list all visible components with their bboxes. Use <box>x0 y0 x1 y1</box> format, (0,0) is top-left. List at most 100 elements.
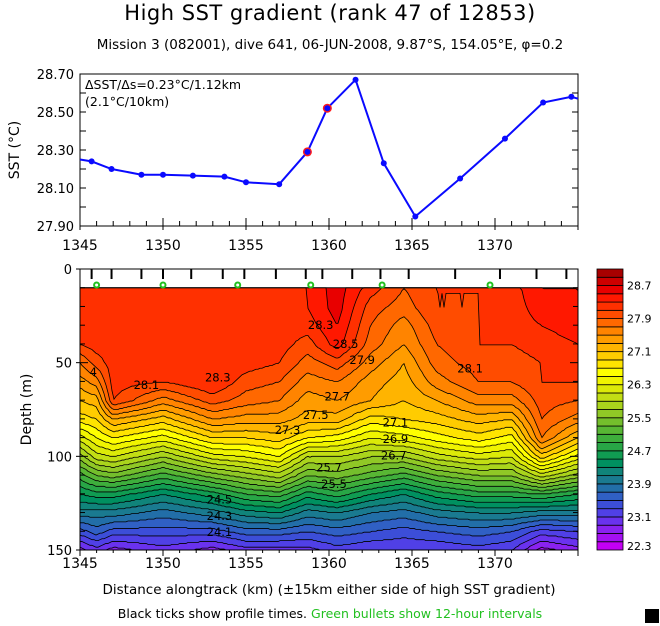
isotherm-line <box>79 466 579 488</box>
colorbar-bin <box>596 417 624 427</box>
y-tick-label: 28.10 <box>37 182 74 197</box>
isotherm-line <box>80 501 578 519</box>
isotherm-line <box>79 528 579 546</box>
y-tick-label: 27.90 <box>37 220 74 235</box>
x-tick-label: 1350 <box>145 556 181 572</box>
footer-black-text: Black ticks show profile times. <box>117 606 308 621</box>
isotherm-line <box>79 362 579 450</box>
isotherm-line <box>79 440 579 474</box>
isotherm-line <box>80 400 578 454</box>
y-tick-label: 50 <box>55 357 72 372</box>
colorbar-bin <box>596 508 624 518</box>
chart-title: High SST gradient (rank 47 of 12853) <box>124 1 536 25</box>
isotherm-line <box>79 459 578 485</box>
contour-label: 25.5 <box>321 477 347 491</box>
isotherm-line <box>79 524 578 537</box>
colorbar-bin <box>596 466 624 477</box>
contour-label: 26.7 <box>381 448 407 462</box>
contour-label: 27.1 <box>383 416 409 430</box>
sst-point <box>540 99 547 106</box>
x-tick-label: 1370 <box>477 238 513 254</box>
colorbar-bin <box>596 276 624 286</box>
x-tick-label: 1370 <box>477 556 513 572</box>
footer-note: Black ticks show profile times. Green bu… <box>0 606 660 621</box>
colorbar-bin <box>596 516 624 526</box>
sst-point <box>352 76 359 83</box>
colorbar-bin <box>596 376 624 386</box>
twelve-hour-bullet <box>378 281 386 289</box>
x-tick-label: 1360 <box>311 556 347 572</box>
x-tick-label: 1350 <box>145 238 181 254</box>
isotherm-line <box>79 344 578 444</box>
sst-point <box>457 175 464 182</box>
colorbar-bin <box>596 367 624 377</box>
contour-label: 28.3 <box>205 371 231 385</box>
contour-label: 27.9 <box>349 353 375 367</box>
colorbar-bin <box>596 285 624 295</box>
isotherm-line <box>79 471 578 493</box>
contour-label: 24.5 <box>207 492 233 506</box>
sst-point <box>138 171 145 178</box>
x-tick-label: 1345 <box>62 556 98 572</box>
colorbar-label: 28.7 <box>627 280 652 293</box>
isotherm-line <box>79 288 579 420</box>
isotherm-line <box>79 412 579 459</box>
isotherm-line <box>80 488 578 509</box>
isotherm-line <box>80 287 578 401</box>
sst-point <box>88 158 95 165</box>
y-axis-label: Depth (m) <box>19 374 35 446</box>
sst-point <box>221 173 228 180</box>
colorbar-bin <box>596 342 624 353</box>
y-tick-label: 28.30 <box>37 144 74 159</box>
isotherm-line <box>80 422 579 463</box>
gradient-annotation: ΔSST/Δs=0.23°C/1.12km <box>85 77 241 92</box>
contour-label: 28.3 <box>308 318 334 332</box>
y-tick-label: 150 <box>47 544 72 559</box>
x-tick-label: 1365 <box>394 556 430 572</box>
twelve-hour-bullet <box>234 281 242 289</box>
colorbar-bin <box>596 541 624 551</box>
twelve-hour-bullet <box>307 281 315 289</box>
isotherm-line <box>79 446 579 478</box>
isotherm-line <box>80 494 578 513</box>
colorbar-label: 23.9 <box>627 478 652 491</box>
contour-label: 27.3 <box>275 423 301 437</box>
x-tick-label: 1355 <box>228 238 264 254</box>
temperature-band <box>80 535 578 550</box>
colorbar-bin <box>596 318 624 328</box>
x-tick-label: 1355 <box>228 556 264 572</box>
colorbar-bin <box>596 433 624 443</box>
colorbar-bin <box>596 301 624 311</box>
colorbar-bin <box>596 483 624 493</box>
sst-point <box>304 148 311 155</box>
colorbar-label: 24.7 <box>627 445 652 458</box>
colorbar-bin <box>596 351 624 361</box>
colorbar-bin <box>596 425 624 435</box>
sst-point <box>243 179 249 186</box>
isotherm-line <box>79 453 579 482</box>
sst-line-chart: 27.90 28.10 28.30 28.50 28.70 1345 1350 1355 136… <box>7 68 579 254</box>
colorbar-bin <box>596 392 624 402</box>
isotherm-line <box>80 509 578 525</box>
colorbar-bin <box>596 491 624 501</box>
contour-label: 28.1 <box>457 361 483 375</box>
colorbar-label: 22.3 <box>627 540 652 553</box>
colorbar-bin <box>596 359 624 369</box>
y-tick-label: 0 <box>64 263 72 278</box>
isotherm-line <box>79 483 579 503</box>
isotherm-line <box>79 434 579 470</box>
contour-label: 26.9 <box>383 432 409 446</box>
y-tick-label: 28.50 <box>37 106 74 121</box>
colorbar-bin <box>596 458 624 468</box>
contour-label: 27.7 <box>324 389 350 403</box>
colorbar-label: 26.3 <box>627 379 652 392</box>
contour-label: 28.5 <box>333 337 359 351</box>
contour-label: 4 <box>90 365 97 379</box>
colorbar-bin <box>596 334 624 344</box>
contour-label: 24.1 <box>207 525 233 539</box>
contour-label: 28.1 <box>134 378 160 392</box>
colorbar-bin <box>596 533 624 543</box>
twelve-hour-bullet <box>159 281 167 289</box>
sst-point <box>380 160 387 167</box>
